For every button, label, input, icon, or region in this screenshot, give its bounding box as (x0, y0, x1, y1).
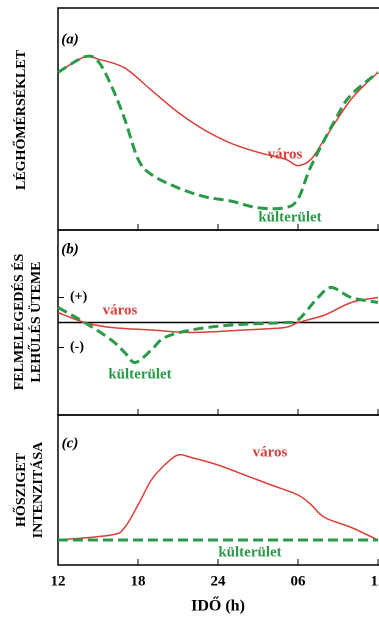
series-line (57, 55, 379, 167)
series-line (57, 453, 379, 541)
y-axis-label: LEHŰLÉS ÜTEME (27, 262, 44, 383)
panel-frame (57, 7, 379, 231)
x-axis-label: IDŐ (h) (191, 596, 245, 615)
panel-label: (a) (61, 31, 79, 47)
y-axis-label: INTENZITÁSA (29, 441, 46, 538)
x-tick-label: 06 (291, 573, 307, 589)
series-label: város (253, 444, 288, 460)
x-tick-label: 12 (51, 573, 66, 589)
y-axis-label: LÉGHŐMÉRSÉKLET (12, 49, 29, 190)
panel-label: (c) (62, 435, 79, 451)
y-tick-label: (+) (70, 290, 88, 305)
y-axis-label: HŐSZIGET (12, 452, 29, 527)
series-label: külterület (258, 209, 321, 225)
x-tick-label: 18 (131, 573, 146, 589)
x-tick-label: 24 (211, 573, 227, 589)
series-label: város (103, 302, 138, 318)
series-line (57, 296, 379, 334)
y-tick-label: (-) (70, 340, 84, 355)
series-line (57, 54, 379, 211)
panel-label: (b) (61, 241, 79, 257)
series-label: külterület (108, 366, 171, 382)
y-axis-label: FELMELEGEDÉS ÉS (10, 254, 27, 391)
series-label: város (268, 146, 303, 162)
series-line (57, 285, 379, 364)
series-label: külterület (218, 544, 281, 560)
x-tick-label: 12 (371, 573, 379, 589)
panel-frame (57, 414, 379, 566)
